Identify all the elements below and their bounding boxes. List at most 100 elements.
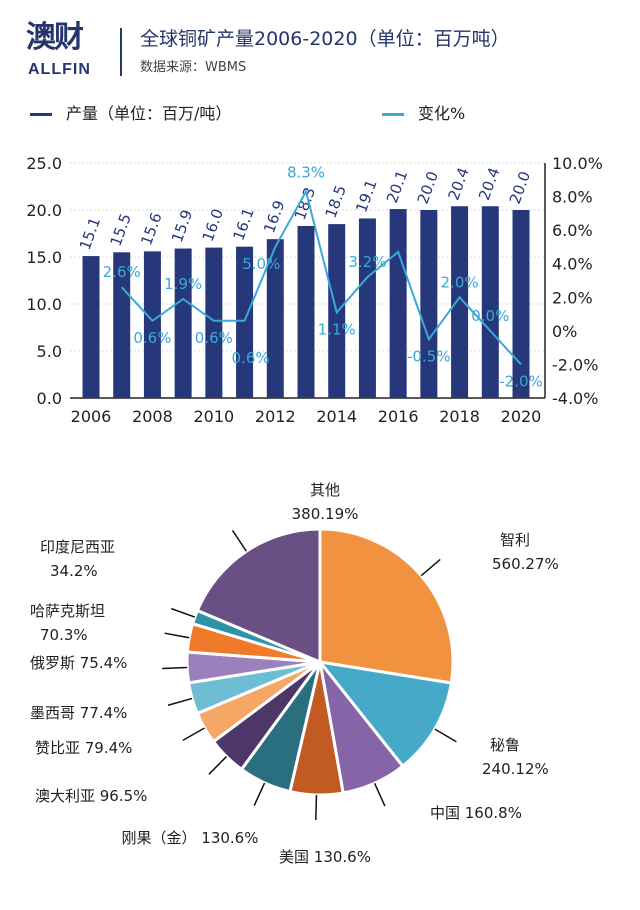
right-axis-tick-label: 8.0% (552, 188, 593, 207)
right-axis-tick-label: 0% (552, 322, 577, 341)
slice-label: 印度尼西亚 (40, 538, 115, 556)
x-axis-tick-label: 2006 (71, 407, 112, 426)
slice-value: 34.2% (50, 562, 98, 580)
line-data-label: 3.2% (348, 253, 386, 271)
leader-line (231, 530, 247, 552)
slice-label: 哈萨克斯坦 (30, 602, 105, 620)
line-data-label: 1.9% (164, 275, 202, 293)
x-axis-tick-label: 2010 (193, 407, 234, 426)
leader-line (167, 697, 193, 706)
bar (451, 206, 469, 398)
left-axis-tick-label: 10.0 (26, 295, 62, 314)
line-data-label: 0.6% (133, 329, 171, 347)
line-data-label: -0.5% (407, 347, 451, 365)
bar-data-label: 20.0 (414, 169, 442, 207)
data-source: 数据来源：WBMS (140, 60, 247, 75)
bar-data-label: 20.0 (506, 169, 534, 207)
pie-slice (318, 527, 455, 685)
leader-line (420, 558, 441, 577)
bar (205, 247, 223, 398)
bar (389, 209, 407, 398)
bar-data-label: 20.1 (383, 168, 411, 206)
logo: 澳财 (26, 20, 84, 55)
slice-label: 刚果（金） 130.6% (122, 829, 259, 847)
slice-label: 赞比亚 79.4% (35, 739, 132, 757)
slice-label: 墨西哥 77.4% (30, 704, 127, 722)
bar-data-label: 19.1 (352, 177, 380, 215)
bar-data-label: 16.0 (199, 206, 227, 244)
page-title: 全球铜矿产量2006-2020（单位：百万吨） (140, 28, 510, 50)
slice-label: 其他 (310, 481, 340, 499)
line-data-label: 2.6% (103, 263, 141, 281)
bar (481, 206, 499, 398)
line-data-label: -2.0% (499, 372, 543, 390)
leader-line (208, 756, 227, 775)
line-data-label: 1.1% (318, 320, 356, 338)
legend-item-production: 产量（单位：百万/吨） (30, 104, 231, 124)
right-axis-tick-label: -2.0% (552, 355, 598, 374)
bar-data-label: 18.5 (322, 183, 350, 221)
bar (174, 248, 192, 398)
bar (297, 225, 315, 398)
right-axis-tick-label: 4.0% (552, 255, 593, 274)
leader-line (182, 727, 205, 742)
left-axis-tick-label: 20.0 (26, 201, 62, 220)
slice-value: 70.3% (40, 626, 88, 644)
x-axis-tick-label: 2012 (255, 407, 296, 426)
leader-line (315, 794, 318, 820)
bar (512, 210, 530, 398)
bar-data-label: 15.6 (137, 210, 165, 248)
leader-line (373, 782, 386, 807)
slice-value: 240.12% (482, 760, 549, 778)
x-axis-tick-label: 2018 (439, 407, 480, 426)
left-axis-tick-label: 0.0 (37, 389, 62, 408)
right-axis-tick-label: 10.0% (552, 154, 603, 173)
slice-label: 美国 130.6% (279, 848, 371, 866)
slice-label: 中国 160.8% (430, 804, 522, 822)
bar (82, 256, 100, 398)
bar-data-label: 15.1 (76, 215, 104, 253)
leader-line (162, 666, 188, 670)
bar (358, 218, 376, 398)
left-axis-tick-label: 5.0 (37, 342, 62, 361)
line-data-label: 0.0% (471, 307, 509, 325)
slice-label: 俄罗斯 75.4% (30, 654, 127, 672)
x-axis-tick-label: 2016 (378, 407, 419, 426)
change-line (120, 188, 522, 366)
right-axis-tick-label: 2.0% (552, 288, 593, 307)
line-data-label: 0.6% (195, 329, 233, 347)
line-data-label: 8.3% (287, 164, 325, 182)
combo-chart: 0.0 5.0 10.0 15.0 20.0 25.0 -4.0% -2.0% 0% 2.0% 4.… (26, 154, 603, 426)
right-axis-tick-label: 6.0% (552, 221, 593, 240)
leader-line (171, 607, 196, 618)
bar (143, 251, 161, 398)
pie-slice (195, 527, 322, 665)
bar-data-label: 20.4 (475, 165, 503, 203)
slice-label: 智利 (500, 531, 530, 549)
logo-text: ALLFIN (28, 61, 91, 78)
legend-label: 变化% (418, 104, 466, 123)
line-data-label: 2.0% (441, 273, 479, 291)
bar (236, 246, 254, 398)
leader-line (253, 782, 266, 806)
bar (420, 210, 438, 398)
bar (266, 239, 284, 398)
bar (113, 252, 131, 398)
slice-label: 澳大利亚 96.5% (35, 787, 147, 805)
slice-value: 380.19% (292, 505, 359, 523)
x-axis-tick-label: 2014 (316, 407, 357, 426)
bar-data-label: 15.5 (107, 211, 135, 249)
left-axis-tick-label: 15.0 (26, 248, 62, 267)
leader-line (164, 632, 190, 639)
legend-swatch (30, 112, 52, 116)
line-data-label: 5.0% (242, 255, 280, 273)
legend-label: 产量（单位：百万/吨） (66, 104, 232, 123)
legend-item-change: 变化% (382, 104, 465, 124)
slice-value: 560.27% (492, 555, 559, 573)
bar-data-label: 15.9 (168, 207, 196, 245)
right-axis-tick-label: -4.0% (552, 389, 598, 408)
pie-slice (316, 659, 454, 769)
bar-data-label: 20.4 (444, 165, 472, 203)
left-axis-tick-label: 25.0 (26, 154, 62, 173)
